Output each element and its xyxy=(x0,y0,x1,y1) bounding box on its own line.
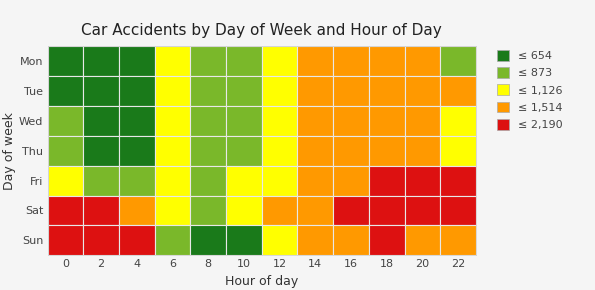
Bar xyxy=(155,195,190,225)
Bar xyxy=(48,166,83,195)
Bar xyxy=(48,195,83,225)
Bar xyxy=(119,136,155,166)
Bar xyxy=(190,166,226,195)
Bar xyxy=(298,76,333,106)
Bar xyxy=(119,225,155,255)
Bar xyxy=(190,225,226,255)
Bar xyxy=(369,166,405,195)
Bar xyxy=(226,225,262,255)
Bar xyxy=(226,46,262,76)
Bar xyxy=(119,106,155,136)
Bar xyxy=(155,46,190,76)
Bar xyxy=(83,106,119,136)
Bar xyxy=(440,106,476,136)
Bar xyxy=(226,106,262,136)
Bar xyxy=(190,106,226,136)
Bar xyxy=(333,46,369,76)
Bar xyxy=(48,225,83,255)
Bar xyxy=(119,166,155,195)
Bar xyxy=(333,76,369,106)
Bar xyxy=(405,106,440,136)
Bar xyxy=(298,225,333,255)
Bar xyxy=(190,76,226,106)
Bar xyxy=(119,76,155,106)
Bar xyxy=(333,136,369,166)
Bar xyxy=(369,76,405,106)
Bar xyxy=(155,166,190,195)
Bar xyxy=(155,136,190,166)
Bar xyxy=(190,46,226,76)
Bar xyxy=(369,195,405,225)
Bar xyxy=(369,225,405,255)
Bar xyxy=(119,195,155,225)
Bar xyxy=(262,76,298,106)
Bar xyxy=(298,166,333,195)
Bar xyxy=(83,46,119,76)
Bar xyxy=(405,166,440,195)
Bar xyxy=(226,136,262,166)
Bar xyxy=(190,195,226,225)
Bar xyxy=(226,76,262,106)
Bar xyxy=(369,106,405,136)
Bar xyxy=(440,166,476,195)
Bar xyxy=(226,195,262,225)
Bar xyxy=(262,225,298,255)
Bar xyxy=(405,76,440,106)
Bar xyxy=(262,166,298,195)
Bar xyxy=(440,195,476,225)
Bar xyxy=(333,106,369,136)
Bar xyxy=(333,166,369,195)
Bar xyxy=(48,76,83,106)
Bar xyxy=(298,46,333,76)
Bar xyxy=(369,136,405,166)
Bar xyxy=(119,46,155,76)
Bar xyxy=(83,225,119,255)
Bar xyxy=(190,136,226,166)
Bar xyxy=(262,136,298,166)
Bar xyxy=(405,195,440,225)
Bar xyxy=(226,166,262,195)
Bar xyxy=(333,225,369,255)
Bar xyxy=(298,106,333,136)
Bar xyxy=(155,76,190,106)
Bar xyxy=(83,195,119,225)
Bar xyxy=(83,166,119,195)
Bar xyxy=(369,46,405,76)
Bar xyxy=(298,195,333,225)
Bar xyxy=(333,195,369,225)
Bar xyxy=(83,76,119,106)
Title: Car Accidents by Day of Week and Hour of Day: Car Accidents by Day of Week and Hour of… xyxy=(82,23,442,38)
Bar xyxy=(83,136,119,166)
Bar xyxy=(440,76,476,106)
Bar xyxy=(48,136,83,166)
Bar xyxy=(262,106,298,136)
Bar xyxy=(262,46,298,76)
Bar xyxy=(405,46,440,76)
Legend: ≤ 654, ≤ 873, ≤ 1,126, ≤ 1,514, ≤ 2,190: ≤ 654, ≤ 873, ≤ 1,126, ≤ 1,514, ≤ 2,190 xyxy=(494,48,565,132)
Bar xyxy=(405,225,440,255)
Bar xyxy=(48,106,83,136)
Bar xyxy=(440,225,476,255)
Y-axis label: Day of week: Day of week xyxy=(4,112,16,190)
Bar xyxy=(298,136,333,166)
Bar xyxy=(440,136,476,166)
Bar xyxy=(262,195,298,225)
Bar xyxy=(440,46,476,76)
Bar xyxy=(48,46,83,76)
Bar xyxy=(405,136,440,166)
X-axis label: Hour of day: Hour of day xyxy=(225,275,299,288)
Bar xyxy=(155,225,190,255)
Bar xyxy=(155,106,190,136)
